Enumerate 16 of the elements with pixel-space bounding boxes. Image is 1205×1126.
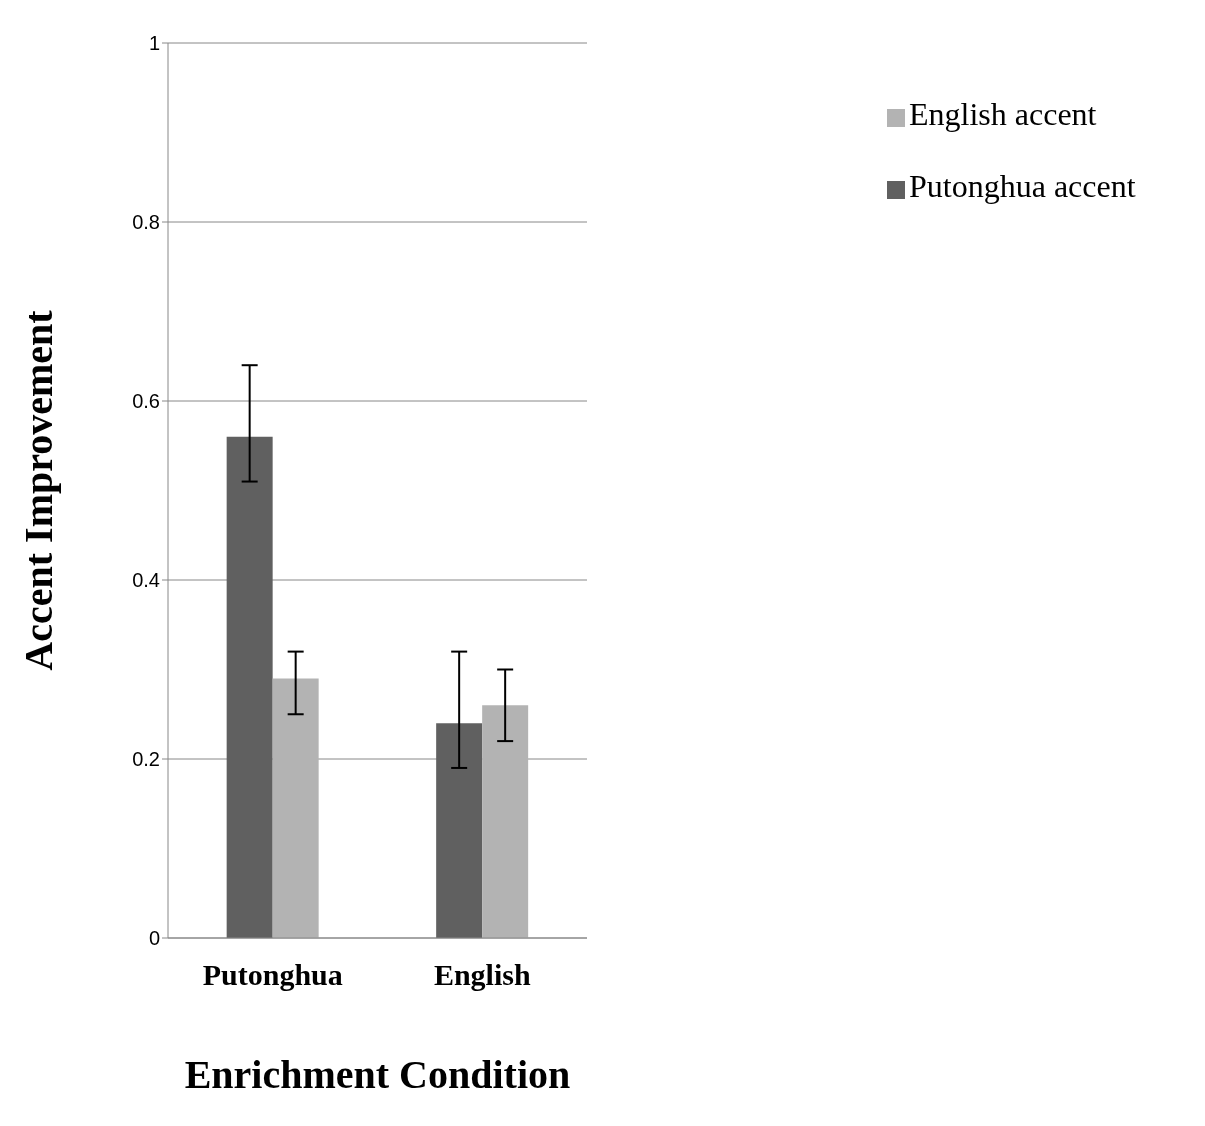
bar: [482, 705, 529, 938]
legend-label: English accent: [909, 96, 1097, 132]
legend-label: Putonghua accent: [909, 168, 1136, 204]
bar: [226, 436, 273, 938]
x-axis-title: Enrichment Condition: [184, 1052, 571, 1097]
y-tick-label: 0.4: [132, 569, 160, 592]
y-tick-label: 0: [148, 927, 160, 950]
y-axis-title: Accent Improvement: [16, 309, 62, 671]
x-tick-label: English: [433, 958, 531, 992]
x-tick-label: Putonghua: [202, 958, 343, 992]
y-tick-label: 0.8: [132, 211, 160, 234]
bar: [436, 723, 483, 938]
y-tick-label: 1: [148, 32, 160, 55]
bar: [272, 678, 319, 938]
y-tick-label: 0.2: [132, 748, 160, 771]
y-tick-label: 0.6: [132, 390, 160, 413]
